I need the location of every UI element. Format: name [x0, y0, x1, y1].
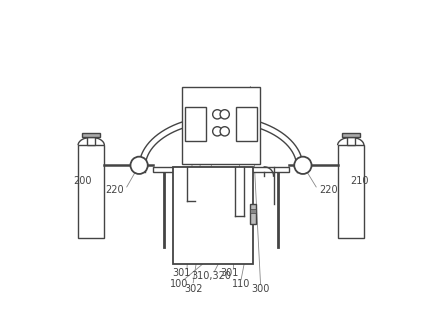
- Bar: [342, 133, 360, 138]
- Bar: [347, 138, 355, 145]
- Text: 302: 302: [184, 284, 202, 294]
- Text: 301: 301: [220, 269, 239, 278]
- Bar: [153, 167, 289, 172]
- Bar: [82, 133, 100, 138]
- Circle shape: [220, 110, 229, 119]
- Circle shape: [213, 110, 222, 119]
- Circle shape: [220, 127, 229, 136]
- Text: 100: 100: [170, 279, 188, 289]
- Bar: [236, 107, 256, 141]
- Text: 301: 301: [172, 269, 191, 278]
- Text: 210: 210: [350, 176, 369, 186]
- Circle shape: [130, 157, 148, 174]
- Bar: [78, 145, 104, 238]
- Bar: [250, 210, 256, 213]
- Text: 220: 220: [105, 185, 124, 195]
- Bar: [186, 107, 206, 141]
- Text: 110: 110: [232, 279, 250, 289]
- Bar: [250, 204, 256, 224]
- Text: 230: 230: [198, 137, 216, 147]
- Bar: [87, 138, 95, 145]
- Circle shape: [294, 157, 312, 174]
- Text: 220: 220: [319, 185, 338, 195]
- Bar: [338, 145, 364, 238]
- Bar: [173, 167, 253, 264]
- Text: 300: 300: [251, 284, 270, 294]
- Bar: [183, 87, 259, 164]
- Text: 200: 200: [73, 176, 92, 186]
- Circle shape: [213, 127, 222, 136]
- Text: 310,320: 310,320: [191, 271, 231, 281]
